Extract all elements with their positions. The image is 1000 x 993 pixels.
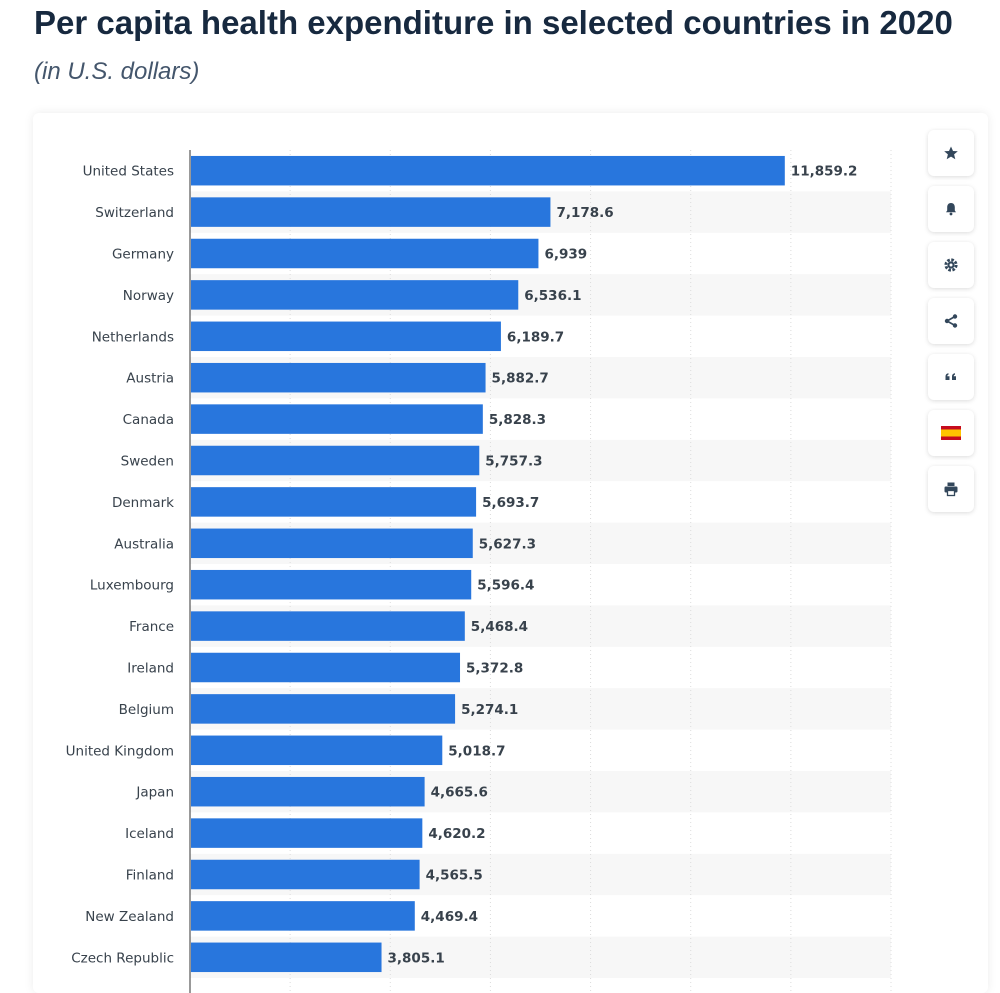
category-label: Luxembourg bbox=[90, 578, 174, 594]
bell-icon bbox=[946, 203, 956, 216]
category-label: Australia bbox=[114, 536, 174, 552]
chart-toolbar bbox=[928, 130, 976, 522]
bar bbox=[191, 694, 456, 724]
bar bbox=[191, 528, 473, 559]
bar bbox=[191, 238, 539, 269]
value-label: 4,565.5 bbox=[426, 868, 483, 884]
print-icon bbox=[944, 482, 958, 497]
language-button[interactable] bbox=[928, 410, 974, 456]
value-label: 6,939 bbox=[544, 247, 587, 263]
value-label: 5,693.7 bbox=[482, 495, 539, 511]
bar bbox=[191, 776, 425, 807]
category-label: Belgium bbox=[119, 702, 174, 718]
value-label: 5,274.1 bbox=[461, 702, 518, 718]
value-label: 6,536.1 bbox=[524, 288, 581, 304]
value-label: 5,018.7 bbox=[448, 743, 505, 759]
value-label: 4,665.6 bbox=[431, 785, 488, 801]
bar bbox=[191, 445, 480, 476]
chart-title: Per capita health expenditure in selecte… bbox=[34, 4, 953, 41]
category-label: New Zealand bbox=[85, 909, 174, 925]
bar bbox=[191, 611, 465, 641]
bar bbox=[191, 197, 551, 227]
value-label: 5,596.4 bbox=[477, 578, 534, 594]
chart-card: United States 11,859.2 Switzerland 7,178.6 G… bbox=[33, 113, 988, 993]
value-label: 3,805.1 bbox=[388, 950, 445, 966]
category-label: Czech Republic bbox=[71, 950, 174, 966]
value-label: 5,757.3 bbox=[485, 454, 542, 470]
bar bbox=[191, 652, 461, 683]
category-label: Norway bbox=[123, 288, 174, 304]
bar bbox=[191, 155, 785, 186]
category-label: Canada bbox=[123, 412, 174, 428]
bar bbox=[191, 818, 423, 848]
bar bbox=[191, 569, 472, 600]
value-label: 5,372.8 bbox=[466, 661, 523, 677]
category-label: United States bbox=[83, 164, 174, 180]
notification-button[interactable] bbox=[928, 186, 974, 232]
category-label: Netherlands bbox=[92, 329, 174, 345]
star-icon bbox=[944, 146, 958, 160]
bar bbox=[191, 280, 519, 310]
category-label: France bbox=[129, 619, 174, 635]
gear-icon bbox=[944, 258, 958, 272]
settings-button[interactable] bbox=[928, 242, 974, 288]
category-label: Iceland bbox=[125, 826, 174, 842]
chart-subtitle: (in U.S. dollars) bbox=[34, 58, 200, 85]
category-label: Ireland bbox=[127, 661, 174, 677]
value-label: 5,468.4 bbox=[471, 619, 528, 635]
cite-button[interactable] bbox=[928, 354, 974, 400]
category-label: Austria bbox=[126, 371, 174, 387]
bar bbox=[191, 321, 501, 352]
category-label: Sweden bbox=[121, 454, 174, 470]
favorite-button[interactable] bbox=[928, 130, 974, 176]
category-label: United Kingdom bbox=[66, 743, 174, 759]
category-label: Germany bbox=[112, 247, 174, 263]
bar-chart: United States 11,859.2 Switzerland 7,178.6 G… bbox=[66, 150, 892, 993]
bar bbox=[191, 487, 477, 517]
category-label: Switzerland bbox=[95, 205, 174, 221]
value-label: 5,882.7 bbox=[492, 371, 549, 387]
bar bbox=[191, 901, 415, 931]
bar bbox=[191, 859, 420, 890]
value-label: 5,828.3 bbox=[489, 412, 546, 428]
quote-icon bbox=[945, 373, 956, 380]
bar bbox=[191, 735, 443, 766]
print-button[interactable] bbox=[928, 466, 974, 512]
category-label: Denmark bbox=[112, 495, 174, 511]
share-icon bbox=[944, 314, 958, 328]
spain-flag-icon bbox=[941, 426, 961, 440]
category-label: Japan bbox=[135, 785, 174, 801]
bar bbox=[191, 942, 382, 973]
value-label: 7,178.6 bbox=[556, 205, 613, 221]
share-button[interactable] bbox=[928, 298, 974, 344]
bar bbox=[191, 404, 483, 434]
value-label: 4,620.2 bbox=[428, 826, 485, 842]
category-label: Finland bbox=[126, 868, 174, 884]
value-label: 5,627.3 bbox=[479, 536, 536, 552]
value-label: 6,189.7 bbox=[507, 329, 564, 345]
value-label: 11,859.2 bbox=[791, 164, 858, 180]
value-label: 4,469.4 bbox=[421, 909, 478, 925]
bar bbox=[191, 362, 486, 393]
